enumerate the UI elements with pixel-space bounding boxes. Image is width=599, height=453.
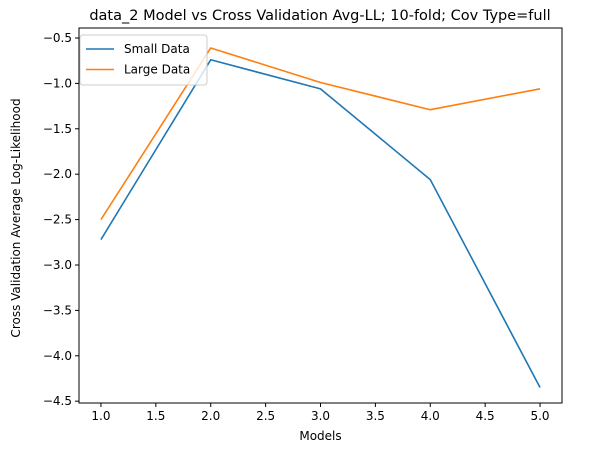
legend-label: Large Data (124, 63, 190, 77)
y-axis-label: Cross Validation Average Log-Likelihood (9, 98, 23, 337)
x-tick-label: 3.0 (311, 409, 330, 423)
y-tick-label: −3.0 (43, 258, 72, 272)
legend-box (79, 34, 208, 86)
x-tick-label: 2.0 (201, 409, 220, 423)
x-tick-label: 4.5 (476, 409, 495, 423)
x-tick-label: 4.0 (421, 409, 440, 423)
series-line-large-data (100, 47, 541, 221)
x-tick-label: 3.5 (366, 409, 385, 423)
plot-frame (78, 27, 563, 404)
y-tick-label: −3.5 (43, 303, 72, 317)
x-axis: 1.0 1.5 2.0 2.5 3.0 3.5 4.0 4.5 5.0 (91, 403, 550, 423)
y-tick-label: −1.0 (43, 76, 72, 90)
x-tick-label: 1.0 (91, 409, 110, 423)
legend: Small Data Large Data (79, 34, 208, 86)
x-tick-label: 1.5 (146, 409, 165, 423)
x-axis-label: Models (299, 429, 341, 443)
series-line-small-data (100, 58, 541, 388)
y-tick-label: −0.5 (43, 31, 72, 45)
y-tick-label: −2.5 (43, 213, 72, 227)
plot-area (78, 27, 563, 404)
legend-label: Small Data (124, 42, 190, 56)
series-lines (100, 47, 541, 388)
y-axis: −0.5 −1.0 −1.5 −2.0 −2.5 −3.0 −3.5 −4.0 −4.5 (43, 31, 79, 408)
chart-title: data_2 Model vs Cross Validation Avg-LL;… (89, 8, 550, 24)
y-tick-label: −1.5 (43, 122, 72, 136)
x-tick-label: 2.5 (256, 409, 275, 423)
y-tick-label: −4.5 (43, 394, 72, 408)
y-tick-label: −4.0 (43, 349, 72, 363)
x-tick-label: 5.0 (530, 409, 549, 423)
y-tick-label: −2.0 (43, 167, 72, 181)
